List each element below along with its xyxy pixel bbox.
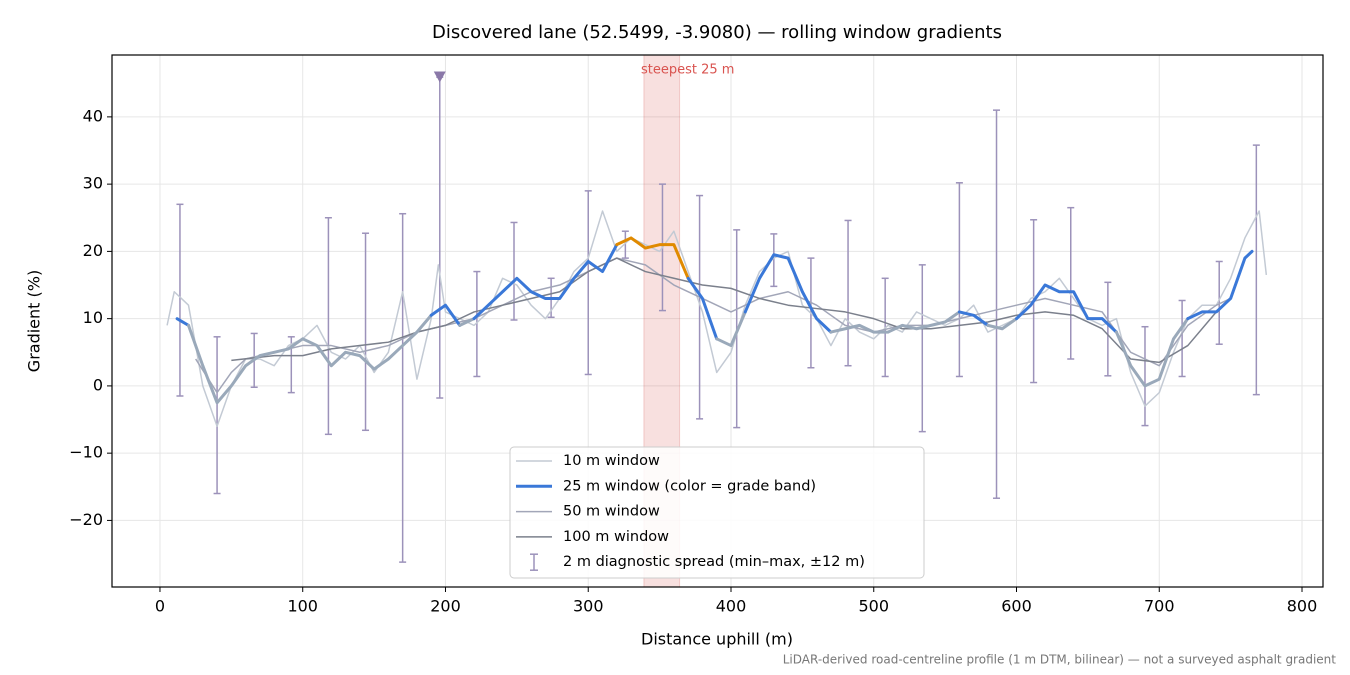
line xyxy=(231,257,1217,364)
line-25m-segment xyxy=(986,317,1018,331)
steepest-label: steepest 25 m xyxy=(641,63,734,78)
x-tick-label: 500 xyxy=(858,597,889,616)
plot-area: steepest 25 m xyxy=(166,55,1268,587)
line-25m-segment xyxy=(957,310,990,327)
x-tick-label: 700 xyxy=(1144,597,1175,616)
footnote: LiDAR-derived road-centreline profile (1… xyxy=(783,653,1337,667)
peak-marker xyxy=(433,71,446,83)
x-tick-label: 600 xyxy=(1001,597,1032,616)
line-25m-segment xyxy=(686,276,719,341)
line-25m-segment xyxy=(1186,249,1254,321)
line-25m-segment xyxy=(715,310,747,348)
y-tick-label: 20 xyxy=(83,241,103,260)
legend-box xyxy=(509,446,925,579)
line-25m-segment xyxy=(175,317,191,327)
legend-label: 25 m window (color = grade band) xyxy=(563,478,816,494)
y-tick-label: 10 xyxy=(83,308,103,327)
chart-title: Discovered lane (52.5499, -3.9080) — rol… xyxy=(432,22,1002,43)
legend-label: 100 m window xyxy=(563,529,669,545)
line-25m-segment xyxy=(1114,317,1190,388)
plot-frame xyxy=(111,54,1324,588)
line-25m-segment xyxy=(472,243,619,321)
x-tick-label: 300 xyxy=(573,597,604,616)
legend-label: 50 m window xyxy=(563,504,660,520)
y-tick-label: 40 xyxy=(83,106,103,125)
line-25m-segment xyxy=(615,236,690,280)
x-tick-label: 800 xyxy=(1287,597,1318,616)
y-tick-label: 0 xyxy=(93,375,103,394)
legend-label: 10 m window xyxy=(563,453,660,469)
y-tick-label: −20 xyxy=(69,510,103,529)
x-tick-label: 200 xyxy=(430,597,461,616)
legend: 10 m window 25 m window (color = grade ba… xyxy=(509,446,925,579)
y-tick-label: 30 xyxy=(83,174,103,193)
line-25m-segment xyxy=(187,313,433,405)
line-25m-segment xyxy=(429,303,462,327)
line-25m-segment xyxy=(458,317,476,327)
line-25m-segment xyxy=(743,253,833,334)
x-tick-label: 100 xyxy=(287,597,318,616)
y-axis-label: Gradient (%) xyxy=(25,270,44,372)
x-tick-label: 400 xyxy=(716,597,747,616)
line-25m-segment xyxy=(1015,283,1118,334)
x-axis-label: Distance uphill (m) xyxy=(641,630,793,649)
line-25m-segment xyxy=(829,310,961,334)
x-tick-label: 0 xyxy=(155,597,165,616)
y-tick-label: −10 xyxy=(69,443,103,462)
legend-label: 2 m diagnostic spread (min–max, ±12 m) xyxy=(563,554,865,570)
